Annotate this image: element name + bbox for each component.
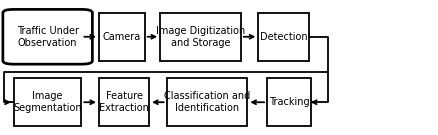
FancyBboxPatch shape xyxy=(267,78,311,126)
Text: Camera: Camera xyxy=(103,32,141,42)
FancyBboxPatch shape xyxy=(160,13,241,61)
Text: Image Digitization
and Storage: Image Digitization and Storage xyxy=(156,26,245,48)
FancyBboxPatch shape xyxy=(3,9,92,64)
Text: Feature
Extraction: Feature Extraction xyxy=(99,91,149,113)
Text: Detection: Detection xyxy=(260,32,307,42)
FancyBboxPatch shape xyxy=(99,13,145,61)
Text: Tracking: Tracking xyxy=(268,97,309,107)
FancyBboxPatch shape xyxy=(258,13,308,61)
FancyBboxPatch shape xyxy=(14,78,81,126)
FancyBboxPatch shape xyxy=(99,78,149,126)
Text: Traffic Under
Observation: Traffic Under Observation xyxy=(17,26,79,48)
Text: Image
Segmentation: Image Segmentation xyxy=(13,91,82,113)
FancyBboxPatch shape xyxy=(166,78,247,126)
Text: Classification and
Identification: Classification and Identification xyxy=(164,91,250,113)
